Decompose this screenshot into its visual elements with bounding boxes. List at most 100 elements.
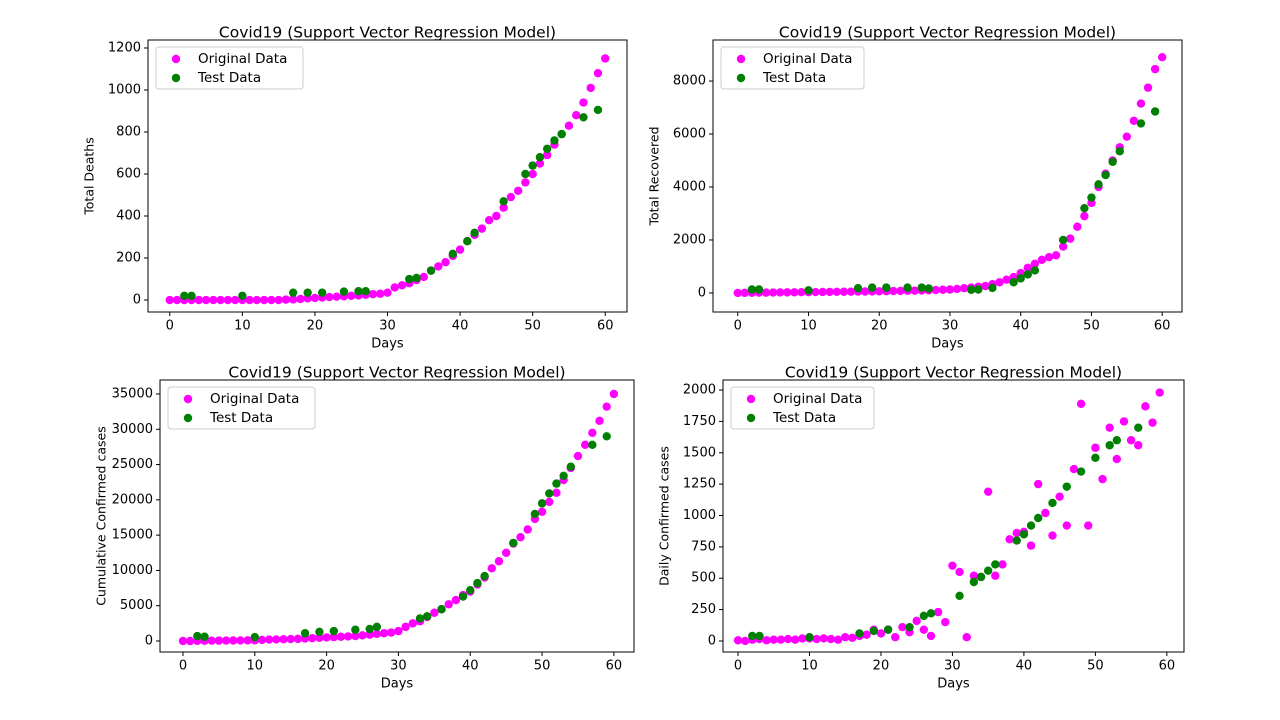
y-tick-label: 1500	[683, 445, 716, 460]
point	[1044, 252, 1054, 262]
y-tick-label: 800	[116, 124, 141, 139]
y-tick-label: 8000	[673, 74, 706, 89]
point	[1115, 147, 1124, 156]
point	[257, 635, 267, 645]
point	[762, 636, 771, 645]
point	[207, 636, 216, 645]
point	[1157, 53, 1167, 62]
point	[609, 389, 619, 399]
point	[860, 287, 870, 296]
chart-title: Covid19 (Support Vector Regression Model…	[219, 24, 556, 42]
point	[839, 287, 849, 296]
y-tick-label: 15000	[112, 528, 153, 543]
point	[1073, 222, 1082, 231]
point	[1101, 170, 1110, 180]
y-tick-label: 0	[708, 633, 716, 648]
point	[466, 585, 475, 595]
point	[315, 627, 324, 637]
point	[552, 479, 561, 488]
point	[747, 285, 757, 294]
point	[776, 635, 786, 644]
point	[1041, 508, 1050, 518]
point	[1126, 436, 1136, 445]
point	[862, 630, 871, 639]
point	[1136, 99, 1146, 108]
point	[1155, 388, 1164, 397]
plot-frame	[147, 39, 628, 313]
x-tick-label: 20	[871, 319, 888, 334]
point	[924, 284, 933, 293]
point	[537, 507, 547, 517]
point	[976, 572, 986, 582]
point	[1141, 402, 1150, 411]
y-tick-label: 6000	[673, 127, 706, 142]
point	[322, 633, 331, 642]
x-tick-label: 0	[166, 319, 174, 334]
y-axis-label: Total Recovered	[647, 126, 662, 226]
point	[267, 295, 276, 305]
point	[926, 631, 936, 641]
point	[310, 293, 320, 303]
point	[1112, 436, 1122, 445]
point	[559, 471, 568, 481]
x-tick-label: 40	[1016, 659, 1033, 674]
y-tick-label: 10000	[112, 563, 153, 578]
point	[988, 283, 997, 293]
point	[172, 295, 182, 305]
y-tick-label: 0	[145, 633, 153, 648]
x-tick-label: 30	[942, 319, 959, 334]
legend-box	[730, 386, 875, 430]
point	[917, 283, 926, 292]
point	[1002, 275, 1011, 284]
point	[1051, 251, 1061, 260]
subplot: Covid19 (Support Vector Regression Model…	[647, 24, 1183, 352]
y-tick-label: 600	[116, 167, 141, 182]
point	[303, 288, 312, 297]
point	[405, 274, 414, 284]
point	[955, 591, 964, 600]
x-tick-label: 50	[1083, 319, 1100, 334]
point	[804, 286, 813, 295]
point	[833, 635, 843, 644]
y-tick-label: 35000	[112, 386, 153, 401]
point	[981, 281, 990, 291]
y-tick-label: 5000	[120, 598, 153, 613]
point	[542, 144, 552, 153]
point	[966, 285, 976, 294]
point	[521, 169, 530, 179]
legend-label: Test Data	[762, 70, 826, 86]
point	[754, 285, 764, 294]
x-tick-label: 20	[318, 659, 335, 674]
point	[855, 629, 864, 638]
point	[288, 295, 298, 304]
point	[1026, 541, 1036, 550]
point	[401, 622, 410, 632]
point	[891, 632, 900, 642]
subplot: Covid19 (Support Vector Regression Model…	[94, 364, 635, 692]
y-tick-label: 1750	[683, 414, 716, 429]
point	[1084, 521, 1093, 530]
point	[898, 622, 907, 632]
point	[995, 278, 1004, 287]
point	[252, 295, 262, 305]
point	[1105, 423, 1114, 432]
x-tick-label: 60	[1154, 319, 1171, 334]
point	[1019, 530, 1029, 539]
point	[1150, 64, 1160, 74]
point	[1134, 423, 1143, 432]
point	[883, 625, 893, 634]
point	[1062, 482, 1071, 491]
legend-marker	[183, 394, 193, 404]
chart-title: Covid19 (Support Vector Regression Model…	[785, 364, 1122, 382]
legend-marker	[183, 413, 193, 423]
x-tick-label: 30	[390, 659, 407, 674]
x-tick-label: 60	[606, 659, 623, 674]
point	[523, 525, 532, 534]
point	[308, 633, 317, 643]
point	[419, 272, 428, 282]
legend-marker	[736, 54, 746, 64]
point	[1143, 83, 1153, 92]
point	[740, 288, 750, 298]
point	[325, 292, 334, 302]
y-tick-label: 2000	[683, 383, 716, 398]
